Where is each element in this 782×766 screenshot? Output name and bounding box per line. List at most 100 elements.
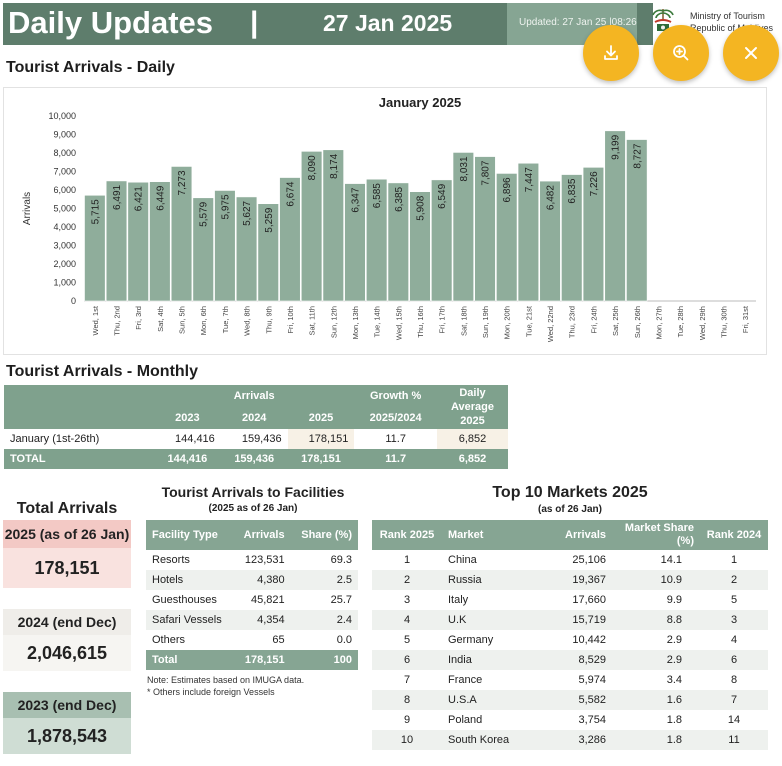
total-card-2024-head: 2024 (end Dec) xyxy=(3,609,131,635)
close-button[interactable] xyxy=(723,25,779,81)
x-tick-label: Wed, 8th xyxy=(243,306,252,336)
bar-data-label: 8,031 xyxy=(459,156,470,181)
bar-data-label: 8,090 xyxy=(307,155,318,180)
download-button[interactable] xyxy=(583,25,639,81)
market-arrivals: 3,754 xyxy=(578,714,606,726)
x-tick-label: Mon, 20th xyxy=(503,306,512,339)
bar-data-label: 5,975 xyxy=(220,194,231,219)
x-tick-label: Fri, 10th xyxy=(286,306,295,334)
market-arrivals: 19,367 xyxy=(550,570,612,590)
facilities-note-1: Note: Estimates based on IMUGA data. xyxy=(147,675,305,685)
x-tick-label: Fri, 17th xyxy=(438,306,447,334)
y-tick-label: 7,000 xyxy=(53,167,76,177)
y-tick-label: 4,000 xyxy=(53,222,76,232)
bar-data-label: 5,908 xyxy=(416,195,427,220)
zoom-in-button[interactable] xyxy=(653,25,709,81)
market-arrivals: 17,660 xyxy=(572,594,606,606)
monthly-total-label: TOTAL xyxy=(4,449,154,469)
bar-data-label: 5,259 xyxy=(264,207,275,232)
total-card-2025-head: 2025 (as of 26 Jan) xyxy=(3,520,131,548)
year-2024-header: 2024 xyxy=(220,407,288,429)
y-tick-label: 3,000 xyxy=(53,241,76,251)
market-rank-2024: 14 xyxy=(727,714,741,726)
market-row: 2 Russia 19,367 10.9 2 xyxy=(372,570,768,590)
market-name: China xyxy=(448,554,477,566)
x-tick-label: Tue, 21st xyxy=(524,305,533,337)
x-tick-label: Tue, 28th xyxy=(676,306,685,337)
market-rank-2025: 7 xyxy=(403,674,411,686)
y-axis-label: Arrivals xyxy=(22,192,33,225)
market-rank-2024: 6 xyxy=(700,650,768,670)
market-rank-2025: 8 xyxy=(372,690,442,710)
daily-average-header: Daily Average 2025 xyxy=(436,385,508,429)
facility-arrivals: 123,531 xyxy=(244,554,285,566)
x-tick-label: Fri, 24th xyxy=(589,306,598,334)
page-title: Daily Updates xyxy=(8,5,214,40)
chart-bar xyxy=(431,179,453,302)
y-tick-label: 8,000 xyxy=(53,148,76,158)
total-card-2023: 2023 (end Dec) 1,878,543 xyxy=(3,692,131,754)
y-tick-label: 10,000 xyxy=(48,111,76,121)
chart-bar xyxy=(496,173,518,302)
chart-bar xyxy=(322,149,344,302)
x-tick-label: Thu, 30th xyxy=(719,306,728,338)
x-tick-label: Thu, 16th xyxy=(416,306,425,338)
market-share: 1.6 xyxy=(612,690,700,710)
market-share: 3.4 xyxy=(666,674,682,686)
chart-bar xyxy=(105,180,128,302)
chart-bar xyxy=(452,152,474,302)
x-tick-label: Sun, 26th xyxy=(633,306,642,338)
total-card-2024: 2024 (end Dec) 2,046,615 xyxy=(3,609,131,671)
facilities-total-share: 100 xyxy=(290,650,358,670)
market-arrivals: 15,719 xyxy=(550,610,612,630)
bar-data-label: 6,585 xyxy=(372,183,383,208)
x-tick-label: Sat, 11th xyxy=(308,306,317,335)
market-name: Poland xyxy=(448,714,483,726)
markets-title: Top 10 Markets 2025 xyxy=(492,484,648,501)
growth-sub-header: 2025/2024 xyxy=(354,407,437,429)
market-arrivals: 8,529 xyxy=(550,650,612,670)
facilities-col-arrivals: Arrivals xyxy=(233,520,291,550)
bar-data-label: 6,896 xyxy=(502,177,513,202)
monthly-table-wrap: Arrivals Growth % Daily Average 2025 202… xyxy=(4,385,508,469)
market-share: 14.1 xyxy=(660,554,682,566)
chart-bar xyxy=(257,203,279,302)
zoom-in-icon xyxy=(673,45,689,61)
chart-bar xyxy=(192,197,214,302)
monthly-total-growth: 11.7 xyxy=(354,449,437,469)
facility-arrivals: 45,821 xyxy=(250,594,285,606)
x-tick-label: Wed, 22nd xyxy=(546,306,555,342)
daily-average-line-2: Average xyxy=(450,401,494,413)
daily-average-line-3: 2025 xyxy=(460,415,485,427)
monthly-total-avg: 6,852 xyxy=(436,449,508,469)
monthly-growth: 11.7 xyxy=(385,433,406,445)
x-tick-label: Thu, 23rd xyxy=(568,306,577,338)
chart-bar xyxy=(170,166,193,302)
x-tick-label: Mon, 6th xyxy=(199,306,208,335)
markets-col-rank2024: Rank 2024 xyxy=(700,520,768,550)
chart-bar xyxy=(279,177,301,302)
markets-col-arrivals: Arrivals xyxy=(550,520,612,550)
facilities-col-share: Share (%) xyxy=(290,520,358,550)
bar-data-label: 5,627 xyxy=(242,200,253,225)
y-tick-label: 1,000 xyxy=(53,278,76,288)
header-separator: | xyxy=(250,6,259,39)
monthly-header-row-2: 2023 2024 2025 2025/2024 xyxy=(4,407,508,429)
markets-col-share: Market Share (%) xyxy=(612,520,700,550)
bar-data-label: 6,491 xyxy=(112,184,123,209)
facility-arrivals: 4,354 xyxy=(233,610,291,630)
market-share: 8.8 xyxy=(612,610,700,630)
bar-data-label: 7,273 xyxy=(177,170,188,195)
markets-col-rank2025: Rank 2025 xyxy=(372,520,442,550)
daily-average-line-1: Daily xyxy=(459,387,486,399)
market-row: 1 China 25,106 14.1 1 xyxy=(372,550,768,570)
bar-data-label: 6,421 xyxy=(134,186,145,211)
total-card-2023-value: 1,878,543 xyxy=(3,718,131,754)
market-name: Italy xyxy=(448,594,469,606)
facilities-note-2: * Others include foreign Vessels xyxy=(147,687,275,697)
market-rank-2024: 11 xyxy=(700,730,768,750)
market-name: India xyxy=(442,650,550,670)
facilities-row: Guesthouses 45,821 25.7 xyxy=(146,590,358,610)
market-name: Germany xyxy=(448,634,494,646)
chart-bar xyxy=(539,180,561,302)
